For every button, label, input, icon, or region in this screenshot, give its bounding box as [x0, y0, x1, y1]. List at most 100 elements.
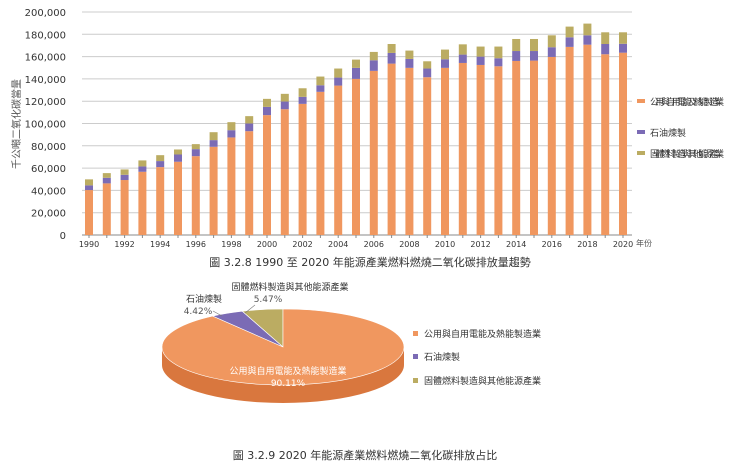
bar-segment-power [174, 161, 182, 235]
leader-solid-fuel [244, 304, 256, 314]
bar-segment-solid-fuel [530, 38, 538, 52]
bar-legend: 公用與自用電能及熱能製造業 石油煉製 固體燃料製造與其他能源產業 [637, 96, 724, 160]
bar-segment-solid-fuel [156, 155, 165, 162]
bar-segment-power [441, 67, 449, 235]
bar-segment-petroleum [209, 140, 218, 147]
bar-segment-solid-fuel [334, 68, 343, 78]
stacked-bar-chart: 0 20,000 40,000 60,000 80,000 100,000 120,000 1… [10, 8, 724, 269]
bar-segment-power [530, 60, 538, 235]
pie-legend: 公用與自用電能及熱能製造業 石油煉製 固體燃料製造與其他能源產業 [413, 328, 541, 387]
bar-segment-power [156, 167, 165, 235]
bar-segment-petroleum [583, 35, 592, 45]
bar-segment-solid-fuel [441, 49, 449, 60]
bar-segment-petroleum [441, 59, 449, 68]
bar-segment-solid-fuel [458, 44, 467, 55]
bar-segment-petroleum [298, 96, 307, 104]
bar-segment-petroleum [245, 123, 254, 132]
bar-segment-petroleum [334, 77, 343, 86]
bar-segment-solid-fuel [405, 50, 414, 59]
pie-value-solid-fuel: 5.47% [254, 295, 283, 305]
bar-segment-petroleum [530, 51, 538, 61]
legend-label-solid-fuel: 固體燃料製造與其他能源產業 [650, 148, 724, 160]
bar-segment-power [334, 85, 343, 235]
x-tick-label: 2000 [257, 240, 277, 249]
bar-segment-solid-fuel [565, 26, 574, 38]
bar-segment-petroleum [352, 67, 360, 79]
legend-label-power: 公用與自用電能及熱能製造業 [650, 96, 724, 108]
bar-segment-petroleum [423, 68, 432, 78]
bar-segment-petroleum [138, 166, 147, 172]
bar-segment-power [102, 183, 111, 235]
x-tick-label: 2016 [542, 240, 562, 249]
pie-side-power [162, 347, 404, 403]
bar-segment-power [316, 91, 325, 235]
bar-segment-solid-fuel [352, 59, 360, 68]
bar-segment-power [423, 77, 432, 235]
pie-legend-label-petroleum: 石油煉製 [424, 351, 460, 363]
bar-segment-petroleum [191, 149, 200, 157]
bar-segment-petroleum [619, 43, 627, 53]
bar-segment-solid-fuel [138, 160, 147, 167]
bar-segment-petroleum [120, 174, 129, 181]
leader-petroleum [212, 310, 223, 317]
bar-segment-power [387, 63, 396, 236]
bar-segment-solid-fuel [191, 144, 200, 150]
bar-segment-power [619, 52, 627, 236]
bar-segment-solid-fuel [280, 93, 289, 102]
x-tick-label: 2008 [399, 240, 419, 249]
pie-legend-swatch-solid-fuel [413, 378, 418, 383]
bar-segment-petroleum [512, 51, 521, 61]
y-tick-label: 180,000 [25, 30, 66, 41]
y-tick-label: 80,000 [31, 142, 66, 153]
bar-segment-solid-fuel [120, 169, 129, 175]
x-axis-label: 年份 [636, 238, 652, 248]
bar-segment-power [280, 109, 289, 235]
bar-segment-solid-fuel [174, 149, 182, 155]
bar-segment-petroleum [102, 177, 111, 184]
x-tick-label: 2014 [506, 240, 526, 249]
legend-swatch-power [637, 99, 645, 103]
pie-label-solid-fuel: 固體燃料製造與其他能源產業 [231, 281, 348, 293]
x-tick-label: 2004 [328, 240, 348, 249]
pie-value-power: 90.11% [271, 379, 306, 389]
y-tick-label: 200,000 [25, 8, 66, 19]
bar-segment-petroleum [369, 60, 378, 71]
bar-segment-petroleum [494, 58, 503, 67]
bar-segment-power [369, 70, 378, 235]
bar-segment-solid-fuel [245, 116, 254, 124]
bar-segment-power [245, 131, 254, 235]
bar-segment-solid-fuel [601, 32, 610, 45]
bar-segment-power [352, 78, 360, 236]
bar-segment-power [209, 146, 218, 235]
pie-legend-label-solid-fuel: 固體燃料製造與其他能源產業 [424, 375, 541, 387]
x-tick-label: 2012 [470, 240, 490, 249]
bar-segment-petroleum [476, 56, 485, 65]
bar-segment-solid-fuel [547, 35, 556, 48]
bar-segment-power [458, 62, 467, 235]
bar-segment-petroleum [601, 44, 610, 55]
x-tick-label: 2018 [577, 240, 597, 249]
bar-segment-power [565, 46, 574, 235]
bar-segment-solid-fuel [494, 46, 503, 59]
y-tick-label: 160,000 [25, 53, 66, 64]
legend-swatch-petroleum [637, 130, 645, 134]
bar-segment-solid-fuel [387, 44, 396, 53]
x-tick-label: 2010 [435, 240, 455, 249]
bar-segment-petroleum [547, 47, 556, 57]
bar-segment-solid-fuel [369, 51, 378, 61]
bar-segment-solid-fuel [85, 179, 93, 186]
bar-segment-power [583, 44, 592, 236]
bar-segment-petroleum [405, 58, 414, 68]
bar-segment-solid-fuel [263, 98, 271, 107]
bar-segment-power [191, 156, 200, 235]
y-tick-label: 0 [60, 231, 66, 242]
pie-chart: 固體燃料製造與其他能源產業 5.47% 石油煉製 4.42% 公用與自用電能及熱… [161, 281, 541, 462]
y-tick-label: 140,000 [25, 75, 66, 86]
bar-segment-solid-fuel [316, 76, 325, 86]
bar-segment-solid-fuel [227, 122, 236, 131]
x-tick-label: 1998 [221, 240, 241, 249]
bar-segment-power [601, 54, 610, 235]
bar-segment-power [512, 60, 521, 235]
bar-segment-solid-fuel [476, 46, 485, 57]
pie-label-petroleum: 石油煉製 [186, 293, 222, 305]
